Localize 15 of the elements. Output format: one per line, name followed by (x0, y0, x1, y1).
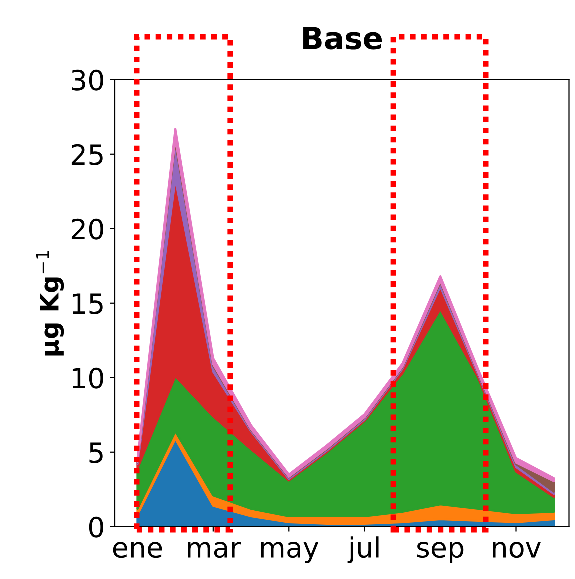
y-tick-label: 10 (72, 368, 104, 389)
x-tick-label: ene (113, 542, 162, 558)
chart-title: Base (304, 27, 382, 50)
y-tick-label: 5 (90, 442, 103, 464)
y-tick-label: 15 (72, 294, 103, 314)
x-tick-label: jul (348, 536, 379, 564)
x-tick-label: may (261, 542, 319, 564)
y-tick-label: 20 (72, 218, 104, 240)
y-tick-label: 25 (72, 144, 103, 166)
x-tick-label: nov (493, 542, 541, 558)
y-tick-label: 30 (72, 70, 104, 91)
x-tick-label: mar (188, 542, 242, 558)
y-axis-title: μg Kg$^{−1}$ (36, 251, 64, 356)
x-tick-label: sep (417, 542, 464, 564)
y-tick-label: 0 (89, 516, 104, 538)
